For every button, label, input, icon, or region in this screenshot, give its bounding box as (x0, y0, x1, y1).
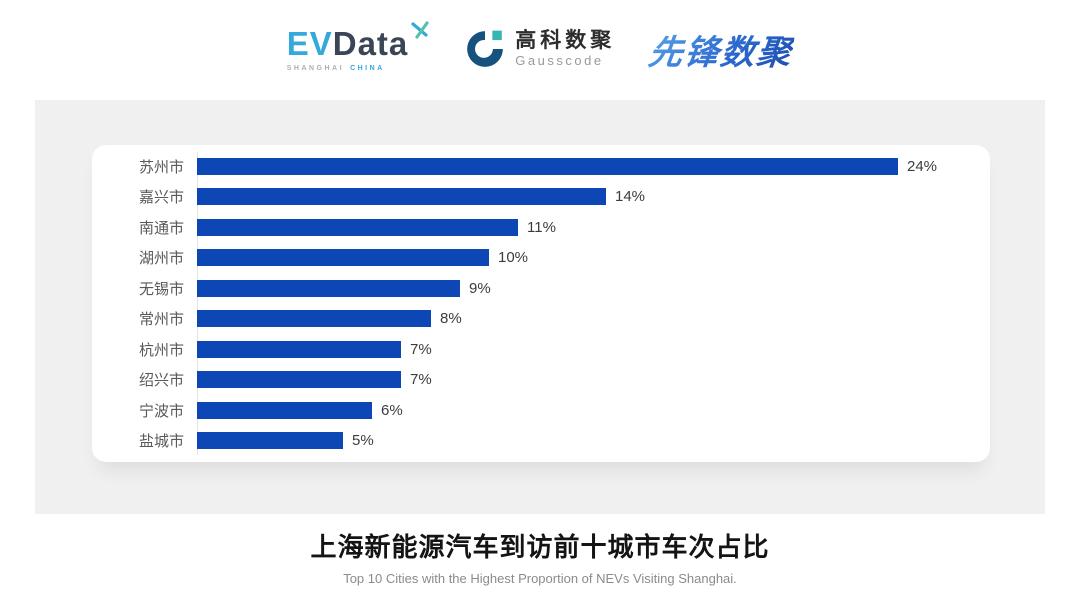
chart-title: 上海新能源汽车到访前十城市车次占比 (310, 532, 770, 562)
bar (197, 431, 343, 449)
gausscode-text: 高科数聚 Gausscode (515, 29, 615, 69)
gausscode-en-text: Gausscode (515, 53, 604, 69)
evdata-tagline: SHANGHAI CHINA (287, 65, 385, 72)
pioneer-logo: 先锋数聚 (646, 25, 796, 74)
chart-row: 盐城市 5% (92, 431, 966, 450)
chart-row: 无锡市 9% (92, 279, 966, 298)
value-label: 7% (410, 340, 432, 358)
bar (197, 158, 898, 175)
gausscode-logo: 高科数聚 Gausscode (464, 28, 615, 70)
category-label: 绍兴市 (138, 372, 184, 390)
bar (197, 279, 460, 297)
bar (197, 310, 431, 328)
header-logos: EV Data SHANGHAI CHINA 高科数聚 Gausscode (0, 12, 1080, 86)
gausscode-g-icon (467, 30, 504, 67)
evdata-data-text: Data (332, 24, 409, 62)
category-label: 杭州市 (138, 341, 184, 359)
evdata-logo: EV Data SHANGHAI CHINA (286, 20, 431, 72)
chart-row: 苏州市 24% (92, 158, 966, 176)
evdata-wordmark: EV Data (286, 20, 431, 62)
evdata-tagline-china: CHINA (350, 64, 385, 72)
value-label: 11% (527, 218, 556, 236)
chart-rows: 苏州市 24% 嘉兴市 14% 南通市 11% 湖州市 10% 无锡市 9% 常州市 8% 杭州市 7% 绍… (92, 158, 966, 450)
value-label: 6% (381, 401, 403, 419)
evdata-tagline-shanghai: SHANGHAI (286, 64, 345, 72)
gausscode-cn-text: 高科数聚 (515, 29, 616, 53)
category-label: 常州市 (138, 311, 184, 329)
category-label: 宁波市 (138, 402, 184, 420)
chart-row: 南通市 11% (92, 218, 966, 237)
category-label: 湖州市 (138, 250, 184, 268)
value-label: 7% (410, 371, 432, 389)
bar (197, 401, 372, 419)
bar-chart: 苏州市 24% 嘉兴市 14% 南通市 11% 湖州市 10% 无锡市 9% 常州市 8% 杭州市 7% 绍… (92, 152, 966, 455)
chart-row: 宁波市 6% (92, 401, 966, 420)
category-label: 嘉兴市 (138, 189, 184, 207)
category-label: 苏州市 (138, 159, 184, 176)
value-label: 8% (440, 310, 462, 328)
value-label: 9% (469, 279, 491, 297)
bar (197, 371, 401, 389)
chart-row: 常州市 8% (92, 310, 966, 329)
chart-panel: 苏州市 24% 嘉兴市 14% 南通市 11% 湖州市 10% 无锡市 9% 常州市 8% 杭州市 7% 绍… (35, 100, 1045, 514)
category-label: 无锡市 (138, 280, 184, 298)
chart-row: 嘉兴市 14% (92, 188, 966, 207)
chart-row: 绍兴市 7% (92, 371, 966, 390)
chart-caption: 上海新能源汽车到访前十城市车次占比 Top 10 Cities with the… (0, 527, 1080, 586)
evdata-ev-text: EV (286, 24, 333, 62)
chart-row: 湖州市 10% (92, 249, 966, 268)
bar (197, 249, 489, 267)
y-axis-line (197, 152, 198, 455)
evdata-x-icon (411, 20, 429, 39)
bar (197, 218, 518, 236)
category-label: 南通市 (138, 219, 184, 237)
chart-subtitle: Top 10 Cities with the Highest Proportio… (343, 571, 737, 586)
chart-row: 杭州市 7% (92, 340, 966, 359)
chart-card: 苏州市 24% 嘉兴市 14% 南通市 11% 湖州市 10% 无锡市 9% 常州市 8% 杭州市 7% 绍… (92, 145, 990, 462)
value-label: 14% (615, 188, 646, 206)
bar (197, 340, 401, 358)
value-label: 24% (907, 158, 938, 175)
value-label: 10% (498, 249, 529, 267)
value-label: 5% (352, 431, 374, 449)
category-label: 盐城市 (138, 432, 184, 450)
bar (197, 188, 606, 206)
